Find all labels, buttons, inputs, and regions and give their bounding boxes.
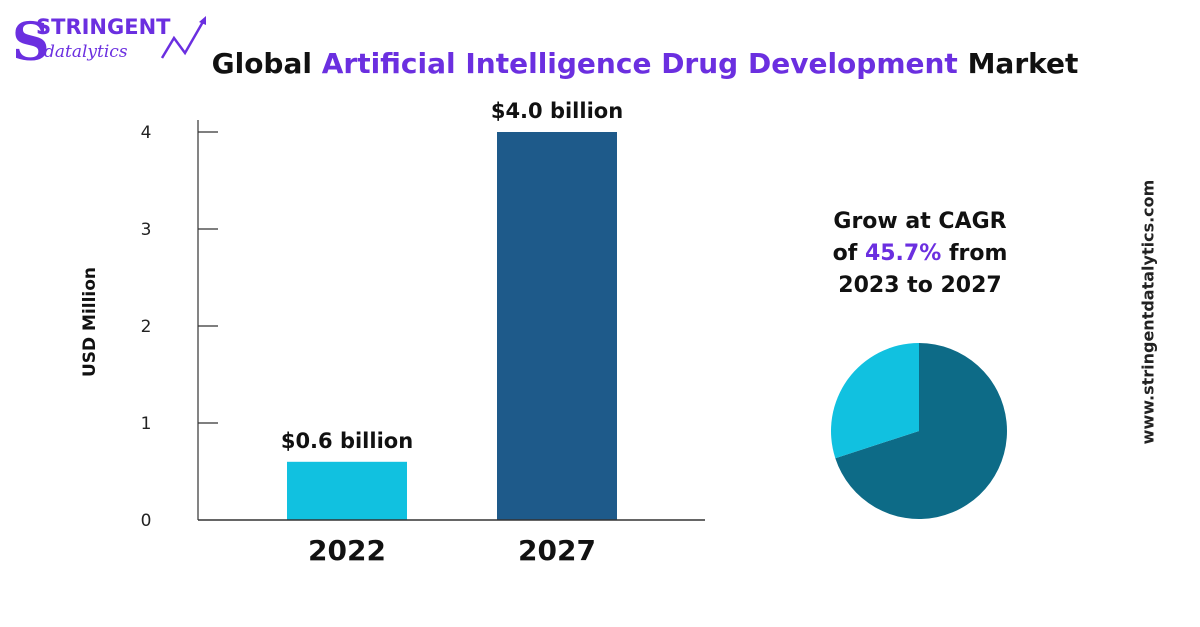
logo-mark: S STRINGENT datalytics	[12, 12, 206, 73]
title-suffix: Market	[967, 47, 1079, 80]
logo-line2: datalytics	[44, 42, 128, 62]
bar-chart: 0 1 2 3 4 $0.6 billion 2022 $4.0 billion 2027 U…	[80, 99, 705, 567]
y-tick-label: 4	[141, 123, 152, 143]
cagr-from: from	[948, 241, 1008, 266]
y-tick-label: 1	[141, 414, 152, 434]
data-label-2027: $4.0 billion	[491, 99, 623, 123]
website-url: www.stringentdatalytics.com	[1138, 179, 1158, 445]
cagr-callout: Grow at CAGR of 45.7% from 2023 to 2027	[790, 206, 1050, 302]
pie-slice-0	[835, 343, 1007, 519]
bar-2027	[497, 132, 617, 520]
title-highlight: Artificial Intelligence Drug Development	[321, 47, 958, 80]
logo-s-glyph: S	[12, 12, 50, 70]
bar-2022	[287, 461, 407, 520]
y-tick-label: 2	[141, 317, 152, 337]
cagr-rate: 45.7%	[864, 241, 942, 266]
logo-growth-arrow-icon	[160, 19, 206, 59]
x-tick-label-2022: 2022	[308, 534, 386, 567]
y-tick-label: 0	[141, 511, 152, 531]
cagr-line1: Grow at CAGR	[833, 209, 1007, 234]
data-label-2022: $0.6 billion	[281, 429, 413, 453]
y-axis-label: USD Million	[80, 267, 100, 377]
cagr-line2: of 45.7% from	[790, 238, 1050, 270]
x-tick-label-2027: 2027	[518, 534, 596, 567]
logo-line1: STRINGENT	[36, 15, 171, 39]
page-title: Global Artificial Intelligence Drug Deve…	[0, 47, 1200, 80]
title-prefix: Global	[211, 47, 312, 80]
pie-chart	[831, 343, 1007, 519]
cagr-period: 2023 to 2027	[838, 273, 1002, 298]
y-tick-label: 3	[141, 220, 152, 240]
cagr-of: of	[832, 241, 858, 266]
brand-logo: S STRINGENT datalytics	[10, 10, 210, 73]
pie-slice-1	[831, 343, 919, 459]
